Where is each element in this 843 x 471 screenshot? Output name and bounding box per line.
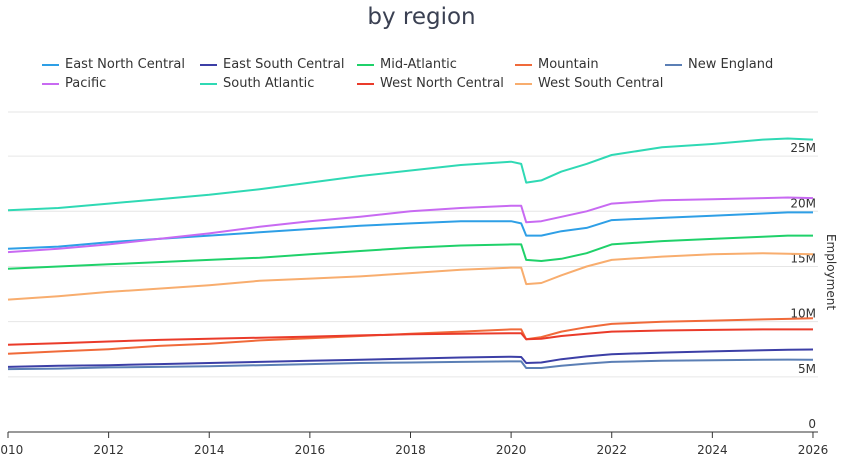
legend-item-east-north-central[interactable]: East North Central	[42, 57, 185, 72]
legend-swatch	[42, 63, 59, 66]
legend-item-south-atlantic[interactable]: South Atlantic	[200, 76, 314, 91]
legend-item-pacific[interactable]: Pacific	[42, 76, 106, 91]
legend-swatch	[357, 63, 374, 66]
legend-label: Pacific	[65, 76, 107, 91]
y-tick-label: 0	[808, 417, 816, 431]
series-line-west-north-central	[7, 328, 813, 346]
x-tick-label: 2020	[496, 443, 527, 457]
legend-label: East North Central	[65, 57, 186, 72]
legend-swatch	[515, 82, 532, 85]
legend-item-new-england[interactable]: New England	[665, 57, 773, 72]
legend-swatch	[42, 82, 59, 85]
y-tick-label: 5M	[798, 362, 816, 376]
legend-item-west-south-central[interactable]: West South Central	[515, 76, 663, 91]
x-tick-label: 2012	[93, 443, 124, 457]
legend-label: South Atlantic	[223, 76, 315, 91]
x-tick-label: 2018	[395, 443, 426, 457]
legend-label: East South Central	[223, 57, 345, 72]
series-line-mountain	[7, 317, 814, 355]
x-tick-label: 2010	[0, 443, 23, 457]
legend-label: New England	[688, 57, 774, 72]
y-tick-label: 20M	[790, 196, 816, 210]
x-tick-label: 2026	[798, 443, 829, 457]
x-tick-label: 2014	[194, 443, 225, 457]
legend-item-east-south-central[interactable]: East South Central	[200, 57, 344, 72]
legend-label: Mountain	[538, 57, 599, 72]
x-tick-label: 2024	[697, 443, 728, 457]
legend-swatch	[200, 63, 217, 66]
legend-label: West South Central	[538, 76, 664, 91]
legend-item-mountain[interactable]: Mountain	[515, 57, 599, 72]
y-tick-label: 25M	[790, 141, 816, 155]
legend-swatch	[515, 63, 532, 66]
legend-swatch	[357, 82, 374, 85]
chart-title: by region	[367, 4, 476, 30]
series-line-west-south-central	[7, 252, 814, 301]
y-axis-title: Employment	[824, 234, 838, 310]
series-line-new-england	[7, 358, 814, 371]
legend-swatch	[665, 63, 682, 66]
series-line-pacific	[7, 196, 814, 254]
legend-item-mid-atlantic[interactable]: Mid-Atlantic	[357, 57, 457, 72]
series-line-east-north-central	[7, 211, 813, 250]
x-tick-label: 2022	[596, 443, 627, 457]
y-tick-label: 10M	[790, 307, 816, 321]
legend-label: Mid-Atlantic	[380, 57, 457, 72]
series-line-east-south-central	[7, 348, 814, 368]
legend-swatch	[200, 82, 217, 85]
series-line-south-atlantic	[7, 137, 814, 212]
series-line-mid-atlantic	[7, 234, 813, 270]
legend-item-west-north-central[interactable]: West North Central	[357, 76, 504, 91]
x-tick-label: 2016	[295, 443, 326, 457]
legend-label: West North Central	[380, 76, 504, 91]
